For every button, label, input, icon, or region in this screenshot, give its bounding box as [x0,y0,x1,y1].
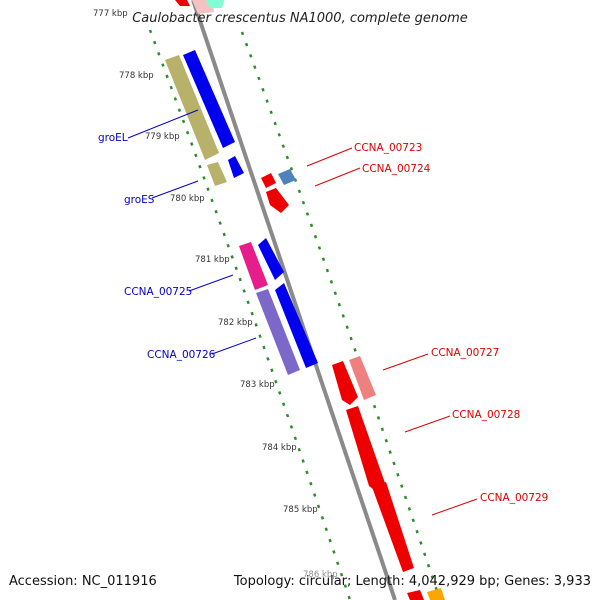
callout-line-CCNA_00725 [188,274,234,292]
gene-CCNA_00724-cds [266,188,289,213]
tick-label-780: 780 kbp [170,194,205,204]
gene-label-groES[interactable]: groES [124,194,155,206]
tick-label-784: 784 kbp [262,443,297,453]
feature-bottom-red [407,590,424,600]
gene-label-CCNA_00728[interactable]: CCNA_00728 [452,409,520,421]
gene-label-CCNA_00729[interactable]: CCNA_00729 [480,492,548,504]
tick-label-785: 785 kbp [283,505,318,515]
callout-line-CCNA_00729 [431,498,478,516]
tick-label-779: 779 kbp [145,132,180,142]
gene-CCNA_00723-cds [261,173,276,188]
callout-line-CCNA_00724 [314,167,361,187]
callout-line-CCNA_00727 [382,353,429,371]
gene-CCNA_00727-cds [332,361,358,405]
gene-CCNA_00726-cds [275,283,318,368]
gene-label-CCNA_00725[interactable]: CCNA_00725 [124,286,192,298]
gene-groEL-product [165,55,219,160]
callout-line-groES [151,180,199,199]
genome-summary-text: Topology: circular; Length: 4,042,929 bp… [233,574,591,589]
gene-label-CCNA_00723[interactable]: CCNA_00723 [354,142,422,154]
callout-line-CCNA_00726 [211,337,257,355]
gene-CCNA_00727-product [349,356,376,400]
tick-label-783: 783 kbp [240,380,275,390]
dotted-ring-inner-left [148,29,352,600]
gene-label-CCNA_00726[interactable]: CCNA_00726 [147,349,216,361]
tick-label-781: 781 kbp [195,255,230,265]
gene-CCNA_00725-product [239,242,268,290]
genome-backbone [191,0,397,600]
feature-bottom-orange [427,588,445,600]
callout-line-CCNA_00728 [404,415,451,433]
tick-label-786: 786 kbp [303,570,338,580]
gene-CCNA_00725-cds [258,238,284,280]
gene-groES-cds [228,156,244,178]
gene-label-CCNA_00727[interactable]: CCNA_00727 [431,347,499,359]
callout-line-groEL [127,109,199,139]
gene-CCNA_00723-product [278,169,296,185]
feature-top-red [175,0,190,6]
gene-CCNA_00729-cds [372,482,414,572]
gene-label-groEL[interactable]: groEL [98,132,128,144]
callout-line-CCNA_00723 [306,147,353,167]
tick-label-777: 777 kbp [93,9,128,19]
gene-CCNA_00726-product [256,289,300,375]
gene-CCNA_00728-cds [346,406,385,492]
tick-label-782: 782 kbp [218,318,253,328]
tick-label-778: 778 kbp [119,71,154,81]
gene-groEL-cds [183,50,235,148]
gene-label-CCNA_00724[interactable]: CCNA_00724 [362,163,431,175]
feature-top-teal [206,0,224,8]
genome-title: Caulobacter crescentus NA1000, complete … [132,11,468,26]
gene-groES-product [207,162,227,186]
accession-text: Accession: NC_011916 [9,574,157,589]
